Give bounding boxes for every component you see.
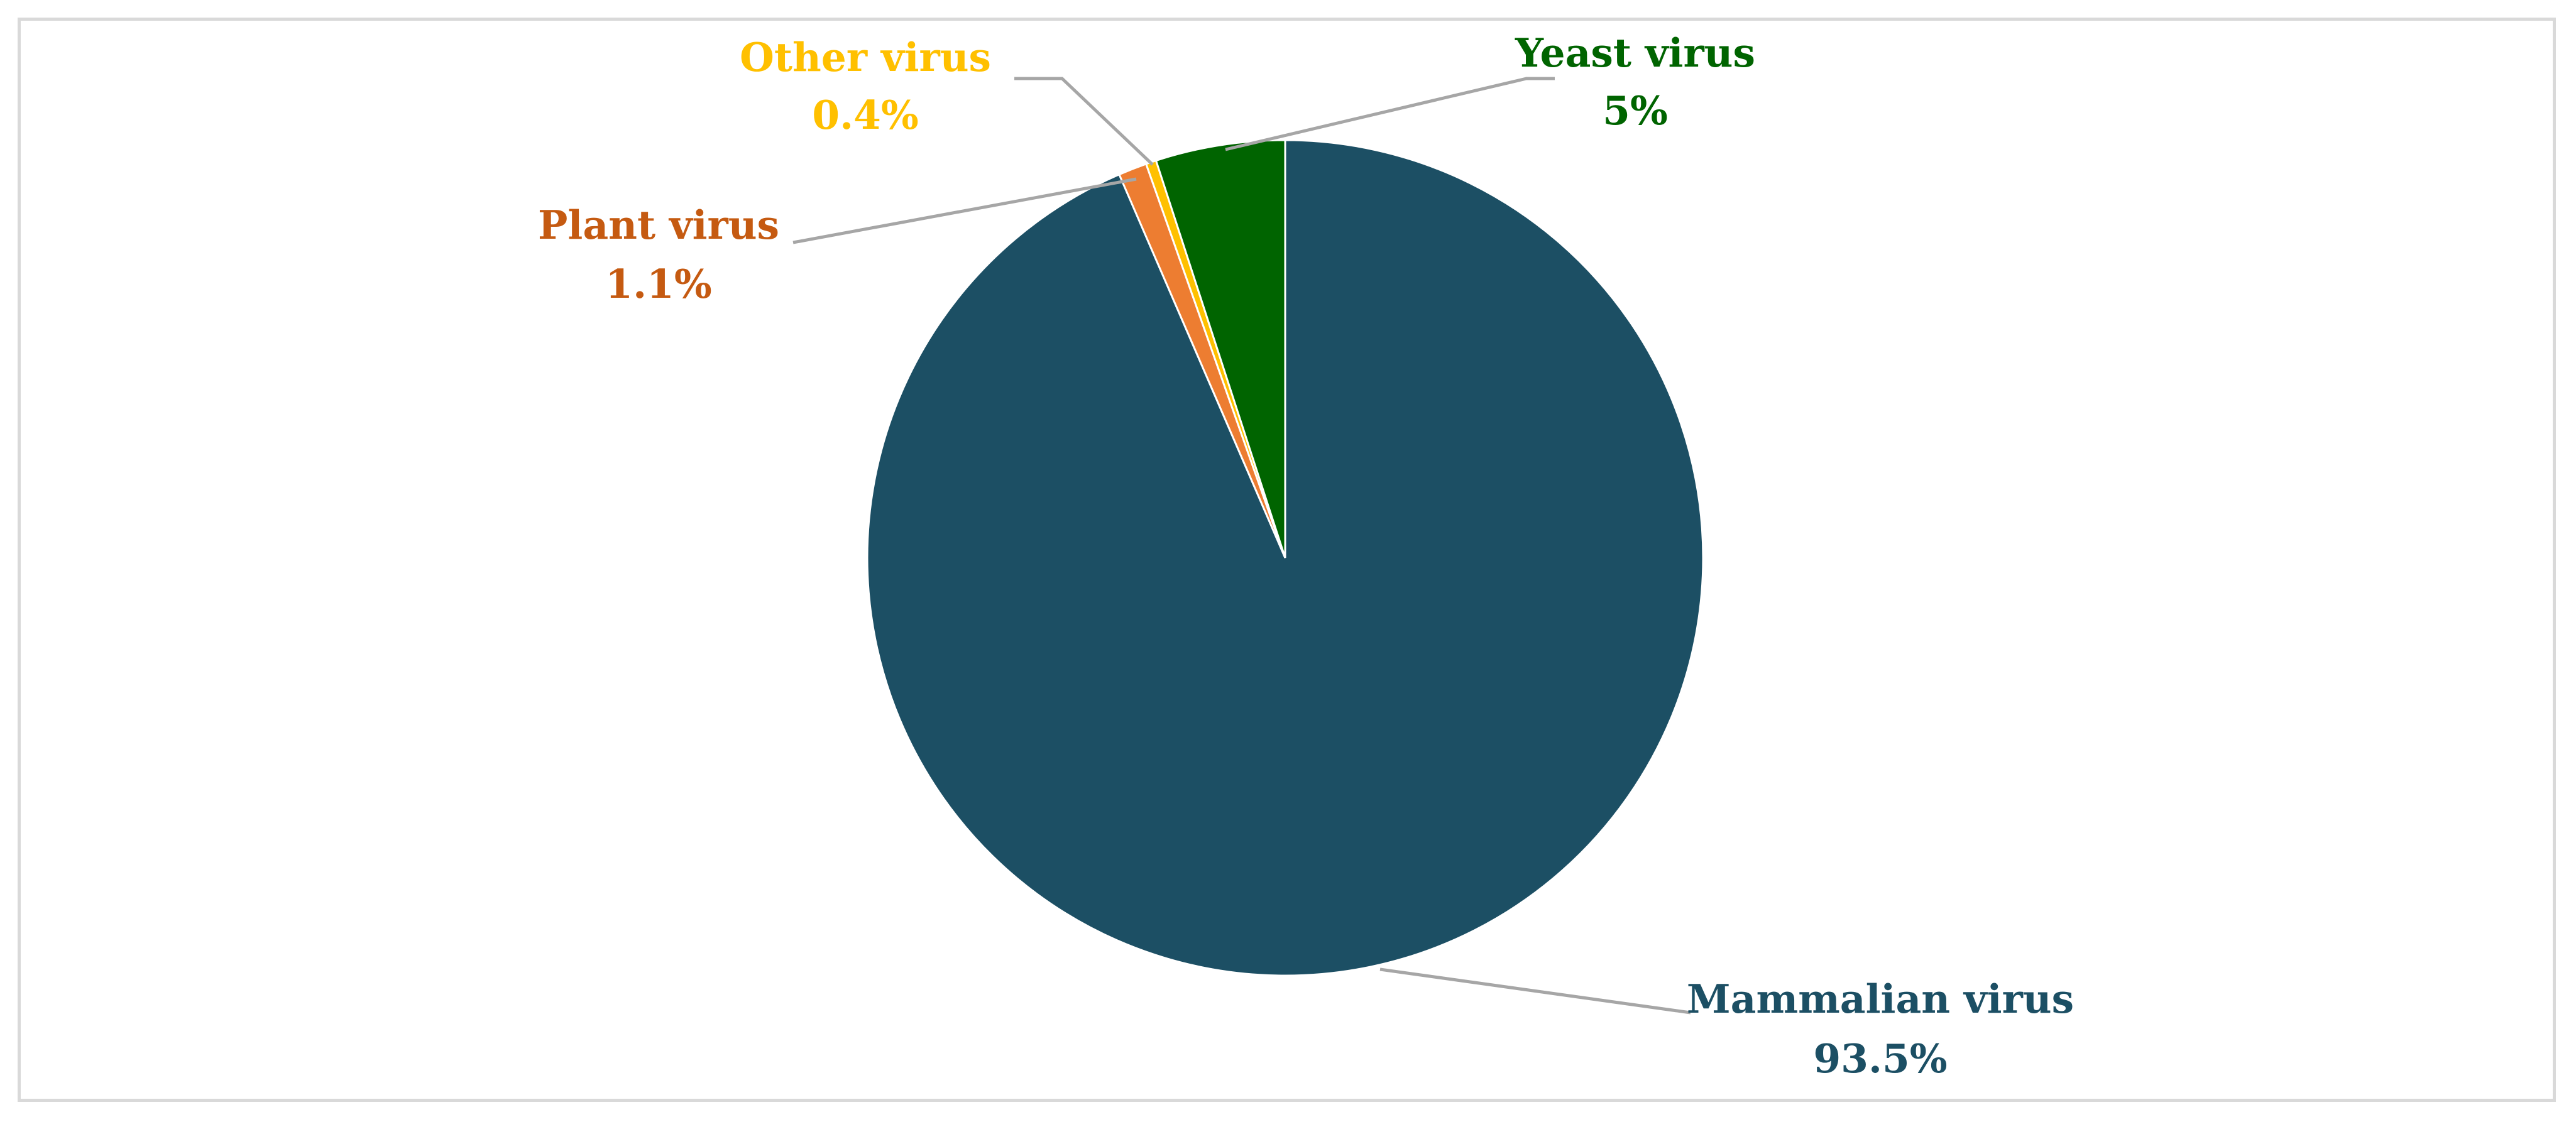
leader-lines <box>792 77 1691 1015</box>
label-value-mammalian-virus: 93.5% <box>1813 1035 1947 1082</box>
label-name-other-virus: Other virus <box>740 34 991 80</box>
label-name-yeast-virus: Yeast virus <box>1515 30 1755 76</box>
label-value-yeast-virus: 5% <box>1603 87 1668 134</box>
label-name-plant-virus: Plant virus <box>538 202 779 248</box>
leader-line-mammalian-virus <box>1379 967 1691 1015</box>
pie-slices <box>866 139 1704 977</box>
leader-line-yeast-virus <box>1225 77 1555 151</box>
label-value-other-virus: 0.4% <box>812 92 918 138</box>
leader-line-plant-virus <box>792 177 1137 244</box>
pie-slice-yeast-virus <box>1154 139 1286 558</box>
slice-labels: Mammalian virus 93.5% Plant virus 1.1% Other… <box>538 30 2074 1082</box>
label-name-mammalian-virus: Mammalian virus <box>1687 976 2074 1022</box>
leader-line-other-virus <box>1014 77 1154 166</box>
label-value-plant-virus: 1.1% <box>605 261 711 307</box>
